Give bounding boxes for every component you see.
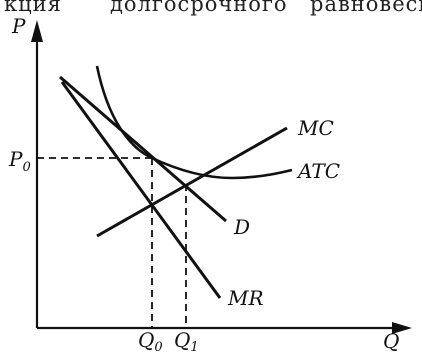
caption-mid: долгосрочного <box>110 0 288 16</box>
q0-label: Q0 <box>138 328 163 352</box>
x-axis-arrow-icon <box>392 322 412 334</box>
demand-curve <box>59 75 227 223</box>
marginal-cost-curve <box>96 126 288 238</box>
marginal-revenue-curve <box>60 81 222 299</box>
x-axis-label: Q <box>383 329 399 352</box>
caption-left: кция <box>4 0 62 16</box>
d-label: D <box>233 215 250 239</box>
y-axis-label: P <box>11 14 26 38</box>
q1-label: Q1 <box>174 328 199 352</box>
mr-label: MR <box>227 286 264 310</box>
top-caption-fragment: кция долгосрочного равновесия <box>0 0 422 22</box>
price-level-label: P0 <box>8 147 31 175</box>
average-total-cost-curve <box>95 65 293 180</box>
y-axis-arrow-icon <box>31 20 43 42</box>
mc-label: MC <box>297 116 334 140</box>
atc-label: ATC <box>296 159 340 183</box>
caption-right: равновесия <box>310 0 422 16</box>
